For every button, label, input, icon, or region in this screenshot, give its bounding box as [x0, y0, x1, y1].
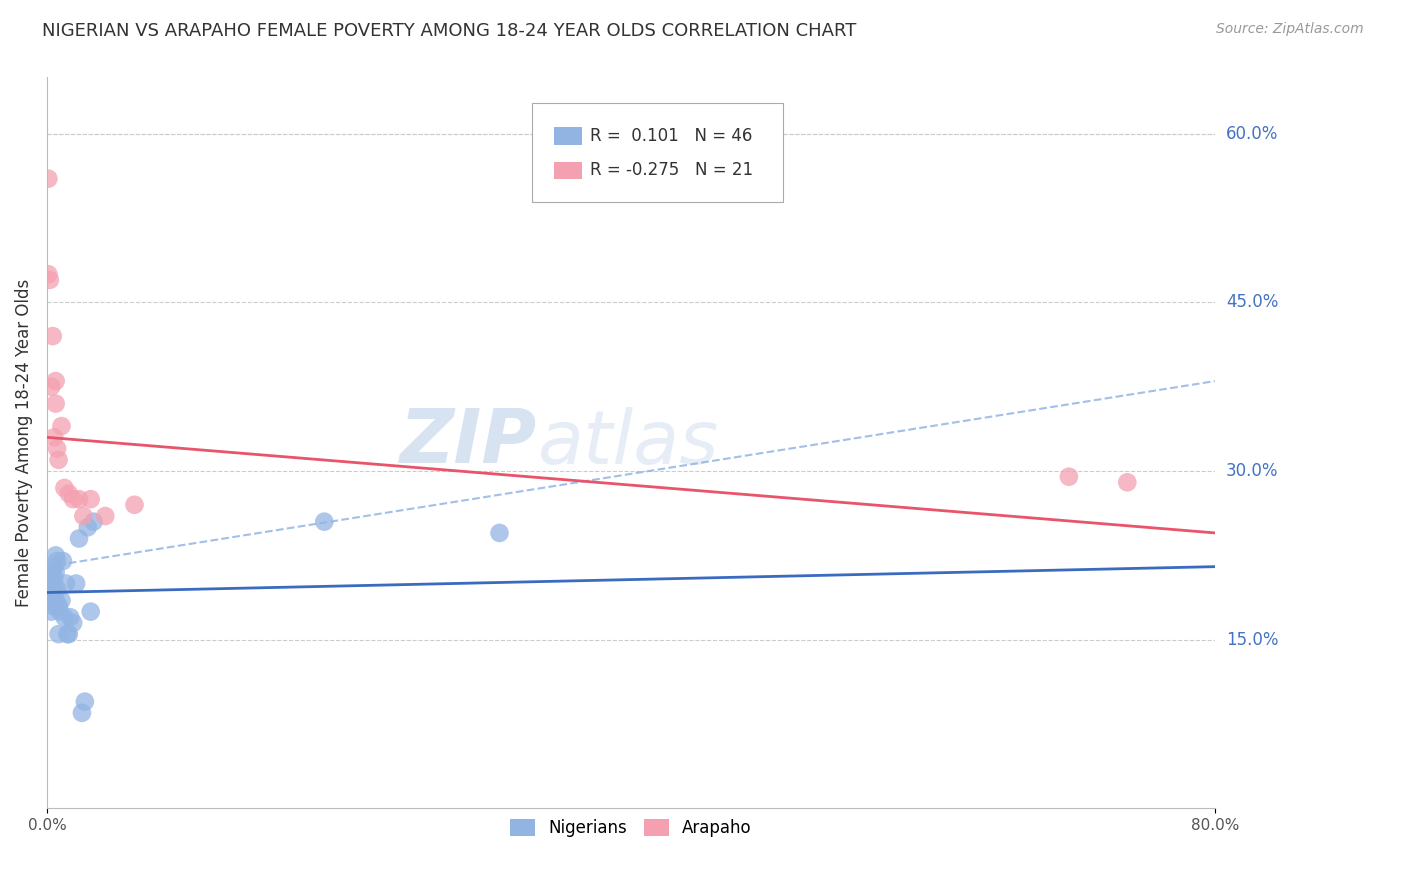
Point: [39, 576, 62, 591]
Text: R = -0.275   N = 21: R = -0.275 N = 21: [591, 161, 754, 179]
Point: [76, 520, 98, 534]
Point: [45, 593, 67, 607]
Text: NIGERIAN VS ARAPAHO FEMALE POVERTY AMONG 18-24 YEAR OLDS CORRELATION CHART: NIGERIAN VS ARAPAHO FEMALE POVERTY AMONG…: [42, 22, 856, 40]
Point: [67, 532, 90, 546]
Point: [58, 627, 80, 641]
Point: [80, 492, 103, 507]
Point: [46, 582, 69, 596]
Point: [1116, 475, 1139, 490]
Point: [51, 419, 73, 434]
Point: [42, 576, 65, 591]
Point: [65, 576, 87, 591]
Text: 45.0%: 45.0%: [1226, 293, 1278, 311]
Point: [42, 329, 65, 343]
Point: [314, 515, 336, 529]
Point: [49, 605, 72, 619]
Point: [67, 492, 90, 507]
Point: [37, 576, 59, 591]
Point: [1057, 469, 1080, 483]
Point: [38, 593, 60, 607]
Point: [48, 627, 70, 641]
Point: [73, 695, 96, 709]
Point: [37, 582, 59, 596]
FancyBboxPatch shape: [554, 161, 582, 179]
Point: [39, 605, 62, 619]
Point: [45, 374, 67, 388]
Point: [48, 599, 70, 613]
Point: [59, 610, 82, 624]
Point: [37, 171, 59, 186]
FancyBboxPatch shape: [554, 128, 582, 145]
Point: [39, 582, 62, 596]
Legend: Nigerians, Arapaho: Nigerians, Arapaho: [503, 813, 758, 844]
Text: atlas: atlas: [537, 407, 718, 479]
Point: [42, 599, 65, 613]
Point: [56, 627, 79, 641]
Point: [62, 492, 84, 507]
Point: [39, 593, 62, 607]
Text: ZIP: ZIP: [401, 407, 537, 479]
Point: [45, 549, 67, 563]
Point: [38, 571, 60, 585]
Y-axis label: Female Poverty Among 18-24 Year Olds: Female Poverty Among 18-24 Year Olds: [15, 279, 32, 607]
Text: 30.0%: 30.0%: [1226, 462, 1278, 480]
Point: [94, 509, 117, 524]
Point: [80, 605, 103, 619]
Point: [38, 273, 60, 287]
Point: [51, 593, 73, 607]
Point: [39, 571, 62, 585]
Point: [44, 593, 66, 607]
Point: [46, 442, 69, 456]
Text: R =  0.101   N = 46: R = 0.101 N = 46: [591, 127, 752, 145]
Text: 60.0%: 60.0%: [1226, 125, 1278, 143]
Point: [53, 481, 76, 495]
Point: [37, 267, 59, 281]
Point: [44, 559, 66, 574]
Point: [83, 515, 105, 529]
Point: [38, 582, 60, 596]
Point: [44, 430, 66, 444]
Point: [55, 576, 77, 591]
Point: [37, 571, 59, 585]
Point: [72, 509, 94, 524]
Point: [44, 571, 66, 585]
Point: [48, 452, 70, 467]
Text: 15.0%: 15.0%: [1226, 631, 1278, 648]
Point: [124, 498, 146, 512]
Point: [38, 588, 60, 602]
Point: [58, 486, 80, 500]
Point: [39, 380, 62, 394]
Point: [38, 576, 60, 591]
Point: [42, 566, 65, 580]
Text: Source: ZipAtlas.com: Source: ZipAtlas.com: [1216, 22, 1364, 37]
Point: [44, 582, 66, 596]
Point: [46, 554, 69, 568]
Point: [70, 706, 93, 720]
Point: [45, 396, 67, 410]
FancyBboxPatch shape: [531, 103, 783, 202]
Point: [52, 554, 75, 568]
Point: [62, 615, 84, 630]
Point: [42, 588, 65, 602]
Point: [53, 610, 76, 624]
Point: [45, 566, 67, 580]
Point: [488, 525, 510, 540]
